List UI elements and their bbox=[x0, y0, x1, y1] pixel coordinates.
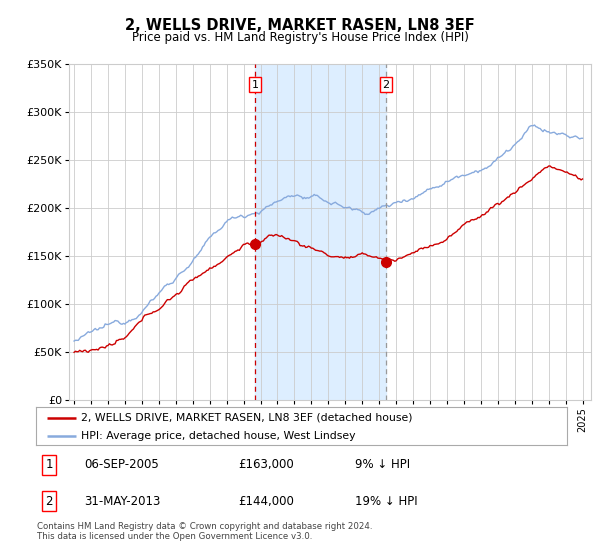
Bar bbox=[255, 64, 386, 400]
Text: Contains HM Land Registry data © Crown copyright and database right 2024.
This d: Contains HM Land Registry data © Crown c… bbox=[37, 522, 373, 542]
Text: 1: 1 bbox=[46, 458, 53, 472]
Text: 19% ↓ HPI: 19% ↓ HPI bbox=[355, 494, 417, 508]
Text: 2: 2 bbox=[46, 494, 53, 508]
Text: 06-SEP-2005: 06-SEP-2005 bbox=[84, 458, 158, 472]
Text: 9% ↓ HPI: 9% ↓ HPI bbox=[355, 458, 410, 472]
Text: 2, WELLS DRIVE, MARKET RASEN, LN8 3EF (detached house): 2, WELLS DRIVE, MARKET RASEN, LN8 3EF (d… bbox=[81, 413, 413, 423]
Text: 2: 2 bbox=[383, 80, 389, 90]
Text: £163,000: £163,000 bbox=[238, 458, 293, 472]
Text: 1: 1 bbox=[251, 80, 259, 90]
Text: 2, WELLS DRIVE, MARKET RASEN, LN8 3EF: 2, WELLS DRIVE, MARKET RASEN, LN8 3EF bbox=[125, 18, 475, 33]
Text: HPI: Average price, detached house, West Lindsey: HPI: Average price, detached house, West… bbox=[81, 431, 356, 441]
Text: £144,000: £144,000 bbox=[238, 494, 293, 508]
Text: Price paid vs. HM Land Registry's House Price Index (HPI): Price paid vs. HM Land Registry's House … bbox=[131, 31, 469, 44]
Text: 31-MAY-2013: 31-MAY-2013 bbox=[84, 494, 160, 508]
